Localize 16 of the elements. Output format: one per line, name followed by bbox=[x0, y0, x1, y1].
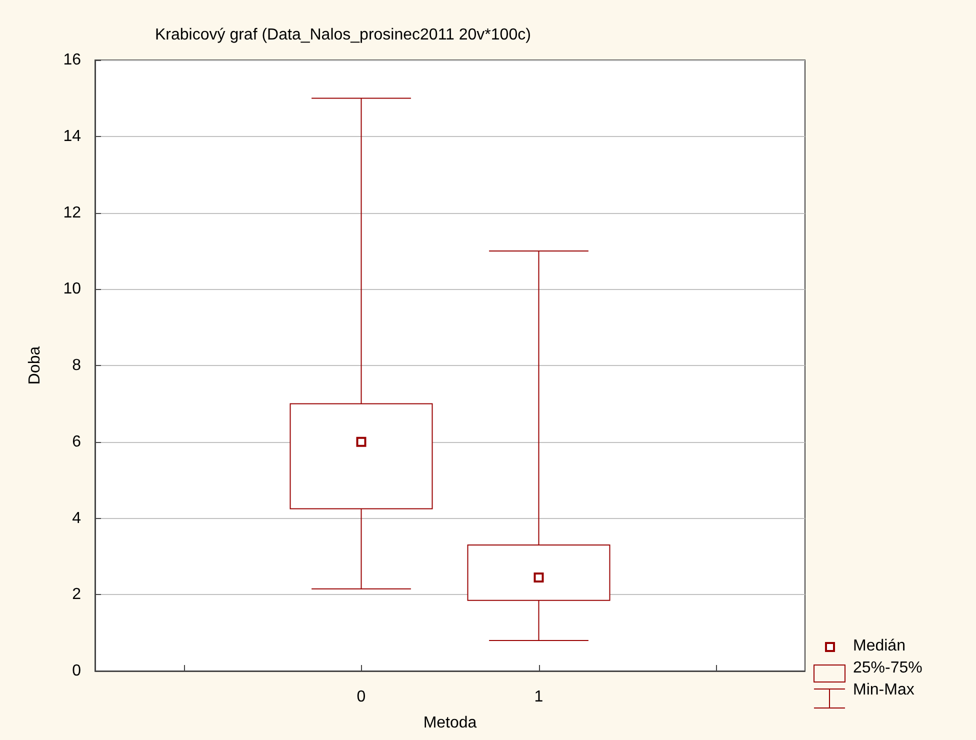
x-axis-title: Metoda bbox=[423, 714, 477, 732]
chart-title: Krabicový graf (Data_Nalos_prosinec2011 20v*100c) bbox=[155, 26, 531, 44]
x-tick-label: 1 bbox=[534, 688, 544, 706]
y-tick-label: 10 bbox=[63, 280, 82, 298]
text: Medián bbox=[853, 638, 906, 654]
y-tick-label: 14 bbox=[63, 128, 82, 145]
y-tick-label: 8 bbox=[72, 357, 82, 374]
y-axis-title: Doba bbox=[26, 346, 44, 385]
y-tick-label: 2 bbox=[72, 586, 82, 604]
y-tick-label: 16 bbox=[63, 52, 82, 68]
y-tick-label: 6 bbox=[72, 433, 82, 450]
y-tick-label: 4 bbox=[72, 510, 82, 527]
y-tick-label: 0 bbox=[72, 662, 82, 680]
text: Min-Max bbox=[853, 682, 914, 698]
y-tick-label: 12 bbox=[63, 204, 82, 222]
text: 25%-75% bbox=[853, 660, 922, 676]
